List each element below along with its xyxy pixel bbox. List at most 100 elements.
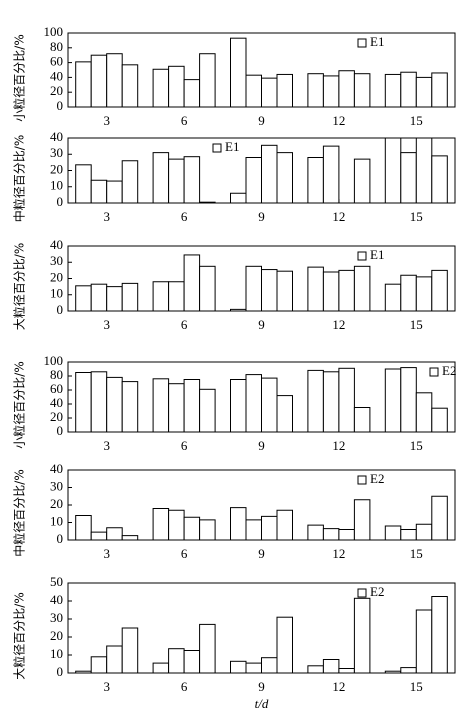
legend-label: E1 (370, 34, 384, 49)
x-tick-label: 9 (258, 546, 265, 561)
bar (276, 395, 293, 433)
y-tick-label: 0 (57, 664, 64, 679)
bar (168, 648, 185, 674)
bar (431, 407, 448, 433)
x-tick-label: 15 (410, 209, 423, 224)
x-axis-label: t/d (255, 696, 269, 711)
bar (121, 64, 139, 108)
x-tick-label: 9 (258, 317, 265, 332)
y-tick-label: 20 (50, 628, 63, 643)
bar (415, 276, 433, 312)
bar (353, 158, 371, 204)
y-tick-label: 10 (50, 646, 63, 661)
bar (152, 152, 170, 204)
bar (106, 376, 123, 433)
bar (121, 535, 139, 541)
y-tick-label: 100 (44, 353, 64, 368)
y-tick-label: 20 (50, 83, 63, 98)
x-tick-label: 15 (410, 438, 423, 453)
bar (245, 265, 262, 312)
y-tick-label: 60 (50, 54, 63, 69)
bar (400, 71, 417, 108)
legend-label: E2 (442, 363, 456, 378)
bar (230, 507, 247, 541)
bar (276, 509, 293, 541)
bar (322, 659, 340, 674)
legend-label: E1 (225, 139, 239, 154)
x-tick-label: 6 (181, 546, 188, 561)
bar (199, 201, 216, 204)
legend-label: E1 (370, 247, 384, 262)
bar (338, 668, 355, 674)
x-tick-label: 12 (332, 317, 345, 332)
x-tick-label: 3 (103, 317, 110, 332)
y-tick-label: 20 (50, 409, 63, 424)
bar (400, 667, 417, 674)
y-axis-label: 大粒径百分比/% (12, 243, 27, 330)
bar (106, 645, 123, 674)
y-axis-label: 小粒径百分比/% (12, 361, 27, 448)
bar (90, 54, 108, 108)
bar (322, 145, 340, 204)
bar (307, 369, 324, 433)
bar (183, 79, 201, 108)
bar (90, 531, 108, 541)
legend-swatch (357, 475, 367, 485)
x-tick-label: 12 (332, 209, 345, 224)
bar (415, 76, 433, 108)
x-tick-label: 12 (332, 546, 345, 561)
legend-swatch (357, 588, 367, 598)
y-tick-label: 40 (50, 592, 63, 607)
legend-swatch (357, 251, 367, 261)
y-axis-label: 中粒径百分比/% (12, 135, 27, 222)
y-tick-label: 50 (50, 574, 63, 589)
y-tick-label: 30 (50, 478, 63, 493)
legend-swatch (429, 367, 439, 377)
x-tick-label: 6 (181, 113, 188, 128)
bar (75, 670, 92, 674)
bar (90, 656, 108, 674)
bar (261, 377, 278, 433)
bar (400, 367, 417, 433)
x-tick-label: 6 (181, 679, 188, 694)
bar (106, 527, 123, 541)
bar (199, 519, 216, 541)
x-tick-label: 15 (410, 546, 423, 561)
bar (384, 670, 402, 674)
bar (415, 137, 433, 204)
x-tick-label: 15 (410, 113, 423, 128)
bar (152, 281, 170, 312)
x-tick-label: 6 (181, 317, 188, 332)
y-tick-label: 10 (50, 286, 63, 301)
y-tick-label: 0 (57, 194, 64, 209)
bar (152, 68, 170, 108)
y-tick-label: 40 (50, 129, 63, 144)
bar (168, 383, 185, 433)
bar (431, 495, 448, 541)
x-tick-label: 12 (332, 113, 345, 128)
bar (75, 515, 92, 541)
bar (75, 164, 92, 204)
bar (353, 499, 371, 541)
x-tick-label: 3 (103, 209, 110, 224)
x-tick-label: 9 (258, 113, 265, 128)
bar (338, 269, 355, 312)
y-tick-label: 30 (50, 610, 63, 625)
bar (199, 388, 216, 433)
bar (384, 283, 402, 312)
bar (121, 381, 139, 433)
bar (415, 609, 433, 674)
bar (276, 270, 293, 312)
bar (168, 281, 185, 312)
bar (183, 156, 201, 204)
bar (307, 73, 324, 108)
y-tick-label: 0 (57, 302, 64, 317)
bar (261, 657, 278, 674)
bar (431, 72, 448, 108)
y-tick-label: 30 (50, 145, 63, 160)
bar (245, 374, 262, 433)
bar (338, 367, 355, 433)
bar (106, 53, 123, 108)
bar (168, 509, 185, 541)
bar (183, 254, 201, 312)
